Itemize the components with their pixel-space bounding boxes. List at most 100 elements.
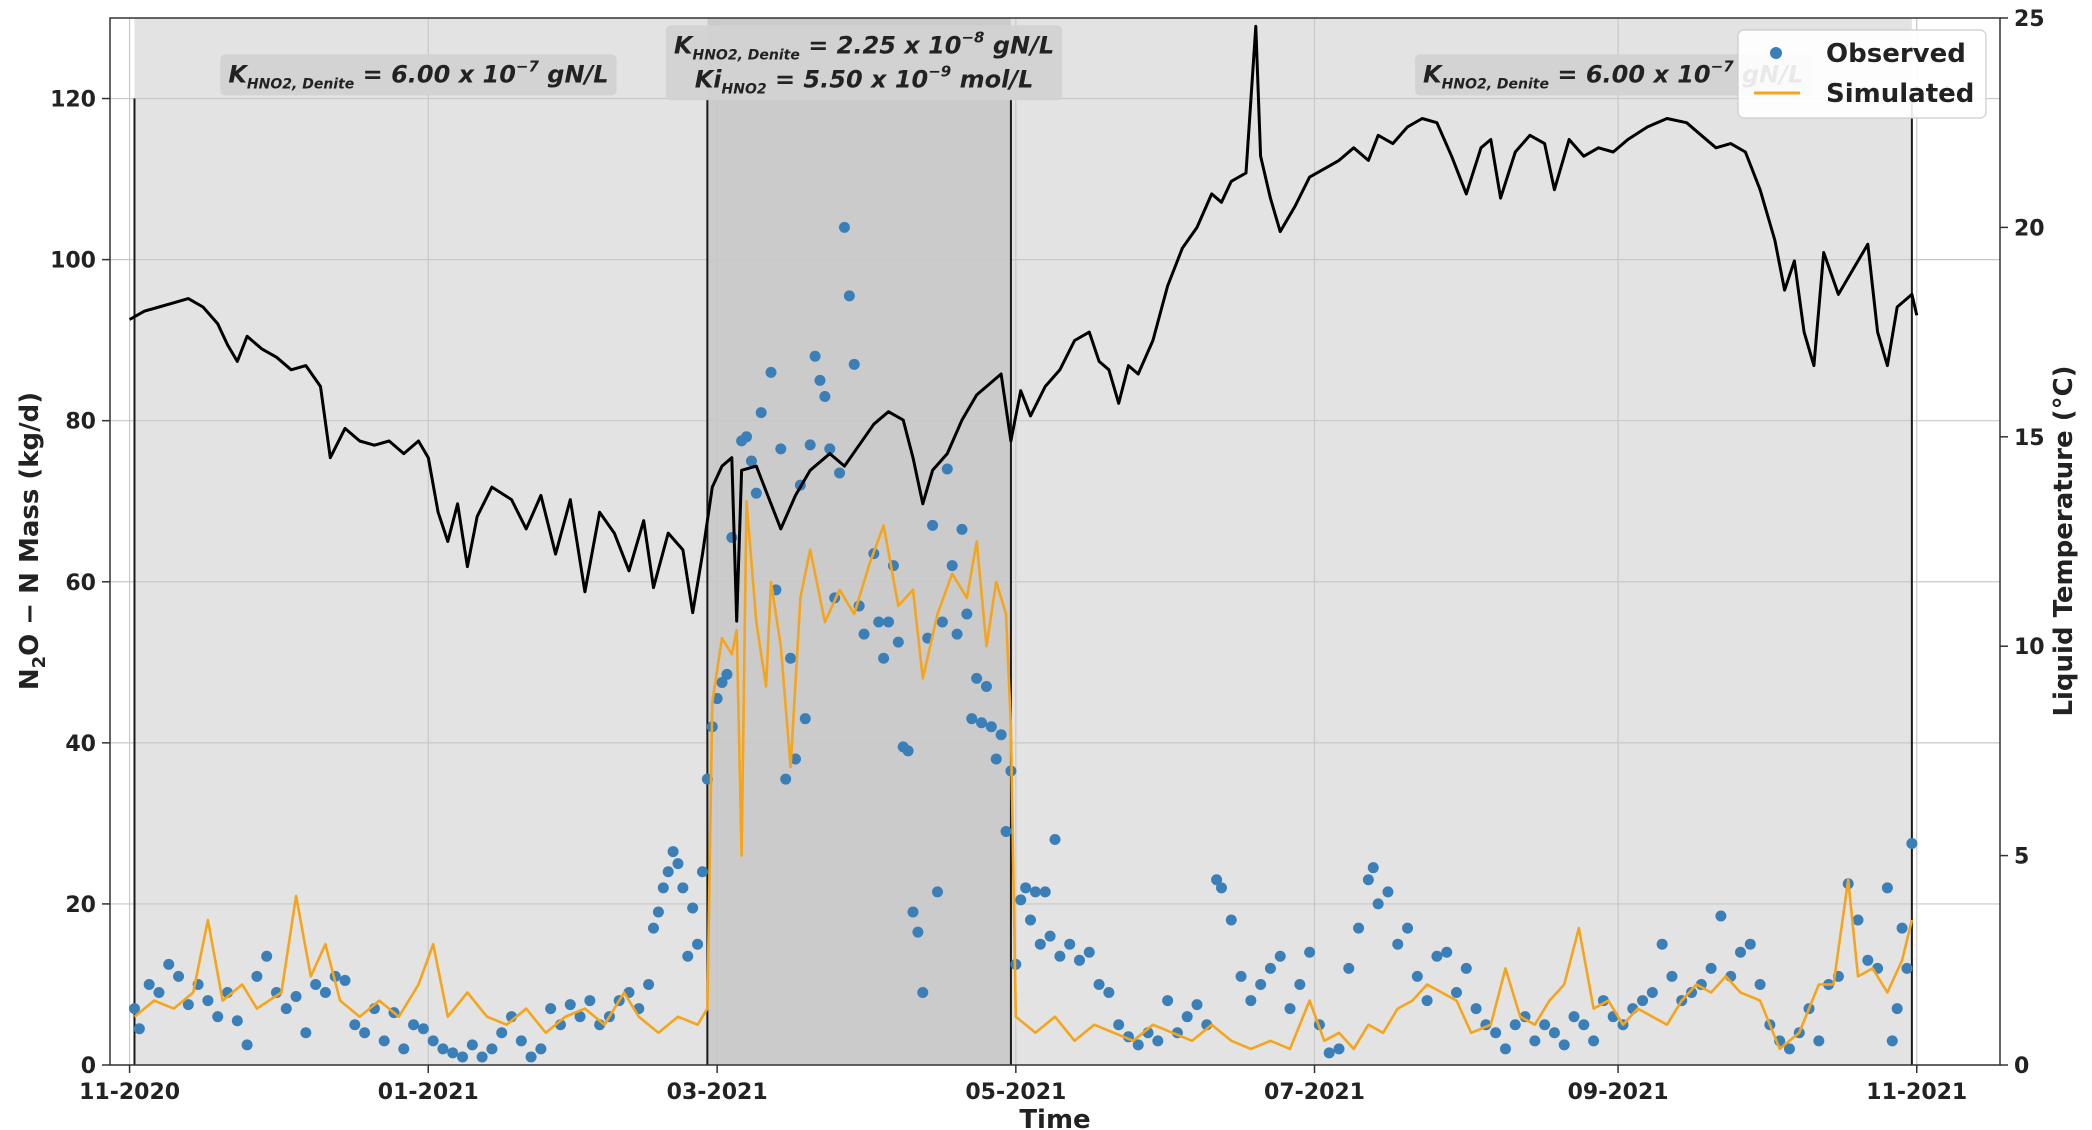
observed-point [936,616,948,628]
observed-point [1264,962,1276,974]
x-tick-label: 07-2021 [1264,1080,1365,1105]
observed-point [408,1019,420,1031]
series-observed [128,221,1918,1063]
observed-point [182,999,194,1011]
annotation-text: KHNO2, Denite = 2.25 x 10−8 gN/L [674,28,1054,63]
observed-point [667,846,679,858]
observed-point [677,882,689,894]
observed-point [1083,946,1095,958]
observed-point [878,652,890,664]
observed-point [917,987,929,999]
x-tick-label: 11-2021 [1866,1080,1967,1105]
observed-point [515,1035,527,1047]
x-tick-label: 09-2021 [1568,1080,1669,1105]
annotation-0: KHNO2, Denite = 6.00 x 10−7 gN/L [220,54,617,96]
observed-point [687,902,699,914]
observed-point [883,616,895,628]
observed-point [417,1023,429,1035]
legend-observed-label: Observed [1826,39,1966,69]
observed-point [966,713,978,725]
observed-point [1896,922,1908,934]
right-y-tick-label: 0 [2014,1054,2029,1079]
observed-point [995,729,1007,741]
observed-point [1906,838,1918,850]
observed-point [251,970,263,982]
observed-point [951,628,963,640]
x-tick-label: 11-2020 [79,1080,180,1105]
observed-point [349,1019,361,1031]
observed-point [231,1015,243,1027]
observed-point [1470,1003,1482,1015]
observed-point [1411,970,1423,982]
observed-point [1744,938,1756,950]
observed-point [1402,922,1414,934]
observed-point [765,366,777,378]
observed-point [1813,1035,1825,1047]
observed-point [643,978,655,990]
observed-point [1509,1019,1521,1031]
observed-point [1255,978,1267,990]
observed-point [486,1043,498,1055]
observed-point [1333,1043,1345,1055]
right-y-tick-label: 20 [2014,216,2045,241]
observed-point [1372,898,1384,910]
observed-point [143,978,155,990]
observed-point [799,713,811,725]
observed-point [173,970,185,982]
observed-point [1862,954,1874,966]
observed-point [1783,1043,1795,1055]
observed-point [838,221,850,233]
observed-point [1637,995,1649,1007]
annotation-box [665,25,1063,101]
legend: Observed Simulated [1737,29,1987,119]
observed-point [1049,833,1061,845]
observed-point [1539,1019,1551,1031]
observed-point [819,391,831,403]
observed-point [1490,1027,1502,1039]
period-shade-0 [134,18,708,1065]
observed-point [1715,910,1727,922]
observed-point [545,1003,557,1015]
observed-point [1044,930,1056,942]
observed-point [476,1051,488,1063]
observed-point [1886,1035,1898,1047]
observed-point [447,1047,459,1059]
left-y-tick-label: 80 [65,410,96,435]
observed-point [1029,886,1041,898]
right-y-axis-label: Liquid Temperature (°C) [2049,365,2079,716]
observed-point [525,1051,537,1063]
observed-point [1054,950,1066,962]
observed-point [834,467,846,479]
observed-point [1323,1047,1335,1059]
observed-point [1103,987,1115,999]
left-y-tick-label: 0 [81,1054,96,1079]
observed-point [398,1043,410,1055]
observed-point [657,882,669,894]
observed-point [1666,970,1678,982]
observed-point [1284,1003,1296,1015]
observed-point [990,753,1002,765]
observed-point [692,938,704,950]
observed-point [873,616,885,628]
observed-point [1215,882,1227,894]
observed-point [574,1011,586,1023]
period-boundaries [133,98,1913,1065]
observed-point [457,1051,469,1063]
observed-point [1093,978,1105,990]
series-liquid-temperature-line [128,24,1919,623]
observed-point [902,745,914,757]
observed-point [212,1011,224,1023]
series [128,24,1919,1063]
observed-point [1235,970,1247,982]
observed-point [976,717,988,729]
left-y-tick-label: 20 [65,893,96,918]
observed-point [647,922,659,934]
observed-point [1578,1019,1590,1031]
observed-point [1113,1019,1125,1031]
observed-point [1451,987,1463,999]
observed-point [956,523,968,535]
observed-point [1362,874,1374,886]
annotation-box [1415,54,1812,96]
observed-point [1460,962,1472,974]
